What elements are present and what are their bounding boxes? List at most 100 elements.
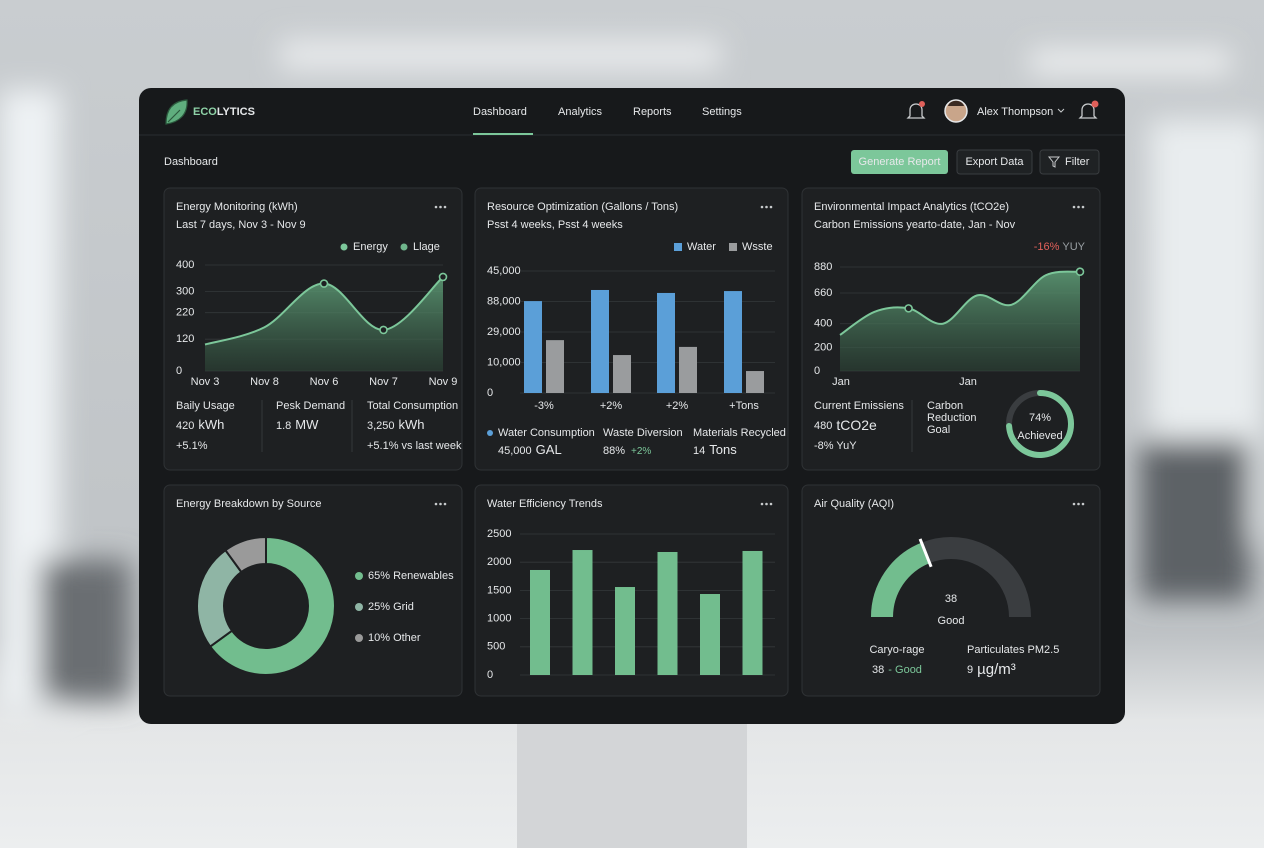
- line: [839, 270, 1081, 336]
- panel-subtitle: Last 7 days, Nov 3 - Nov 9: [176, 219, 306, 231]
- more-menu-dot[interactable]: [760, 502, 764, 506]
- bar: [546, 340, 564, 393]
- button[interactable]: [851, 150, 948, 174]
- y-tick-label: 2000: [487, 556, 511, 568]
- stat-number: 14: [693, 445, 705, 457]
- more-menu-dot[interactable]: [769, 502, 773, 506]
- blurred-office: [0, 40, 1264, 710]
- y-tick-label: 88,000: [487, 295, 521, 307]
- gauge-status: Good: [938, 615, 965, 627]
- button[interactable]: [956, 149, 1033, 175]
- goal-label: Reduction: [927, 412, 977, 424]
- stat-value: 3,250 kWh: [367, 417, 425, 432]
- x-tick-label: Jan: [832, 376, 850, 388]
- stat-value: 14 Tons: [693, 442, 737, 457]
- more-menu-dot[interactable]: [769, 205, 773, 209]
- x-tick-label: +Tons: [729, 400, 759, 412]
- y-tick-label: 200: [814, 341, 832, 353]
- stat-label: Total Consumption: [367, 400, 458, 412]
- badge-delta: -16%: [1034, 241, 1060, 253]
- more-menu-dot[interactable]: [1072, 502, 1076, 506]
- notification-icon[interactable]: [1078, 100, 1099, 119]
- y-tick-label: 45,000: [487, 265, 521, 277]
- legend-dot: [340, 243, 348, 251]
- y-tick-label: 2500: [487, 528, 511, 540]
- stat-number: 1.8: [276, 420, 291, 432]
- bar: [657, 292, 675, 393]
- nav-item[interactable]: Dashboard: [473, 106, 527, 118]
- point-marker: [1075, 267, 1085, 277]
- filter-icon[interactable]: [1047, 156, 1061, 168]
- more-menu-dot[interactable]: [760, 205, 764, 209]
- stat-unit: tCO2e: [836, 417, 877, 433]
- y-tick-label: 0: [487, 669, 493, 681]
- y-tick-label: 300: [176, 285, 194, 297]
- more-menu-dot[interactable]: [1077, 205, 1080, 209]
- stat-value: 420 kWh: [176, 417, 224, 432]
- stat-delta: +5.1% vs last week: [367, 440, 462, 452]
- button[interactable]: [1039, 149, 1100, 175]
- more-menu-dot[interactable]: [434, 502, 438, 506]
- stat-status: - Good: [888, 664, 922, 676]
- more-menu-dot[interactable]: [765, 205, 768, 209]
- stat-unit: kWh: [399, 417, 425, 432]
- nav-item[interactable]: Analytics: [558, 106, 603, 118]
- x-tick-label: Nov 6: [310, 376, 339, 388]
- y-tick-label: 29,000: [487, 326, 521, 338]
- more-menu-dot[interactable]: [1077, 502, 1080, 506]
- panel-title: Air Quality (AQI): [814, 498, 894, 510]
- stat-label: Waste Diversion: [603, 427, 683, 439]
- more-menu-dot[interactable]: [434, 205, 438, 209]
- y-tick-label: 1500: [487, 584, 511, 596]
- y-tick-label: 400: [814, 318, 832, 330]
- legend-swatch: [729, 243, 737, 251]
- panel-title: Energy Breakdown by Source: [176, 498, 322, 510]
- stat-unit: GAL: [536, 442, 562, 457]
- goal-value: 74%: [1029, 412, 1051, 424]
- legend-dot: [355, 572, 363, 580]
- nav-item[interactable]: Reports: [633, 106, 672, 118]
- y-tick-label: 500: [487, 641, 505, 653]
- brand-suffix: LYTICS: [217, 106, 255, 118]
- panel-title: Water Efficiency Trends: [487, 498, 603, 510]
- bell-icon[interactable]: [906, 101, 926, 119]
- stat-label: Particulates PM2.5: [967, 644, 1059, 656]
- point-marker: [379, 325, 388, 335]
- x-tick-label: Nov 8: [250, 376, 279, 388]
- stat-value: 480 tCO2e: [814, 417, 877, 433]
- y-tick-label: 120: [176, 333, 194, 345]
- more-menu-dot[interactable]: [765, 502, 768, 506]
- y-tick-label: 10,000: [487, 356, 521, 368]
- more-menu-dot[interactable]: [443, 502, 447, 506]
- bar: [591, 289, 609, 393]
- more-menu-dot[interactable]: [1081, 502, 1085, 506]
- stat-label: Water Consumption: [498, 427, 595, 439]
- stat-label: Pesk Demand: [276, 400, 345, 412]
- more-menu-dot[interactable]: [443, 205, 447, 209]
- button-label[interactable]: Export Data: [965, 156, 1024, 168]
- more-menu-dot[interactable]: [439, 502, 442, 506]
- point-marker: [319, 279, 329, 288]
- legend-label: 10% Other: [368, 632, 421, 644]
- user-chevron[interactable]: [1057, 108, 1065, 113]
- more-menu-dot[interactable]: [1072, 205, 1076, 209]
- button-label[interactable]: Generate Report: [859, 156, 941, 168]
- bar: [700, 594, 720, 675]
- bar: [572, 550, 593, 675]
- user-name: Alex Thompson: [977, 106, 1053, 118]
- y-tick-label: 0: [814, 365, 820, 377]
- stat-value: 38 - Good: [872, 664, 922, 676]
- y-tick-label: 0: [176, 365, 182, 377]
- more-menu-dot[interactable]: [439, 205, 442, 209]
- button-label[interactable]: Filter: [1065, 156, 1090, 168]
- y-tick-label: 880: [814, 261, 832, 273]
- brand: ECOLYTICS: [193, 106, 255, 118]
- more-menu-dot[interactable]: [1081, 205, 1085, 209]
- x-tick-label: Nov 7: [369, 376, 398, 388]
- bar: [746, 371, 764, 393]
- panel-title: Resource Optimization (Gallons / Tons): [487, 201, 678, 213]
- nav-item[interactable]: Settings: [702, 106, 742, 118]
- x-tick-label: Nov 3: [191, 376, 220, 388]
- stat-dot: [487, 430, 493, 436]
